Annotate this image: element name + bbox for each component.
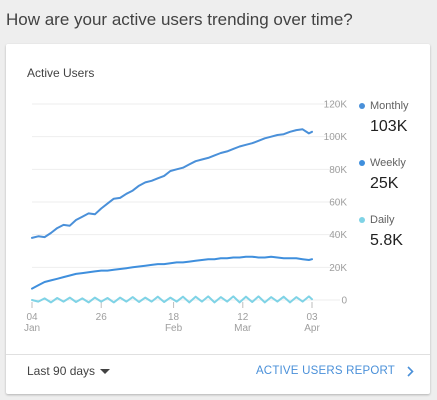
legend-item-weekly: Weekly 25K	[359, 157, 429, 193]
legend-value-weekly: 25K	[370, 175, 399, 192]
card-divider	[6, 354, 430, 355]
date-range-label: Last 90 days	[27, 364, 96, 378]
legend-value-monthly: 103K	[370, 118, 408, 135]
legend-dot-monthly	[359, 103, 365, 109]
x-tick-month-label: Apr	[304, 323, 320, 334]
y-tick-label: 80K	[329, 165, 347, 176]
y-tick-label: 60K	[329, 198, 347, 209]
y-tick-label: 40K	[329, 230, 347, 241]
x-tick-label: 12	[237, 312, 249, 323]
x-tick-month-label: Jan	[24, 323, 40, 334]
legend-label-daily: Daily	[370, 214, 395, 226]
legend-value-daily: 5.8K	[370, 232, 403, 249]
card-title: Active Users	[27, 66, 95, 80]
y-tick-label: 100K	[324, 132, 348, 143]
legend-label-monthly: Monthly	[370, 100, 409, 112]
report-link-label: ACTIVE USERS REPORT	[255, 365, 395, 377]
x-tick-month-label: Mar	[234, 323, 252, 334]
legend-dot-daily	[359, 217, 365, 223]
series-line-monthly	[31, 128, 313, 239]
x-tick-label: 04	[26, 312, 38, 323]
x-tick-month-label: Feb	[165, 323, 183, 334]
y-tick-label: 0	[341, 296, 347, 307]
legend-label-weekly: Weekly	[370, 157, 406, 169]
series-line-weekly	[31, 255, 313, 290]
x-tick-label: 03	[306, 312, 318, 323]
x-tick-label: 26	[96, 312, 108, 323]
legend-dot-weekly	[359, 160, 365, 166]
chevron-right-icon	[407, 365, 414, 377]
y-tick-label: 20K	[329, 263, 347, 274]
date-range-dropdown[interactable]: Last 90 days	[27, 363, 111, 379]
series-line-daily	[31, 295, 313, 304]
x-tick-label: 18	[168, 312, 180, 323]
page-heading: How are your active users trending over …	[6, 10, 353, 29]
y-tick-label: 120K	[324, 100, 348, 111]
active-users-report-link[interactable]: ACTIVE USERS REPORT	[256, 363, 414, 379]
caret-down-icon	[100, 368, 111, 374]
active-users-card: Active Users 0 20K 40K 60K 80K 100K 120K 04 Jan 2…	[6, 44, 430, 394]
legend-item-monthly: Monthly 103K	[359, 100, 429, 136]
legend-item-daily: Daily 5.8K	[359, 214, 429, 250]
